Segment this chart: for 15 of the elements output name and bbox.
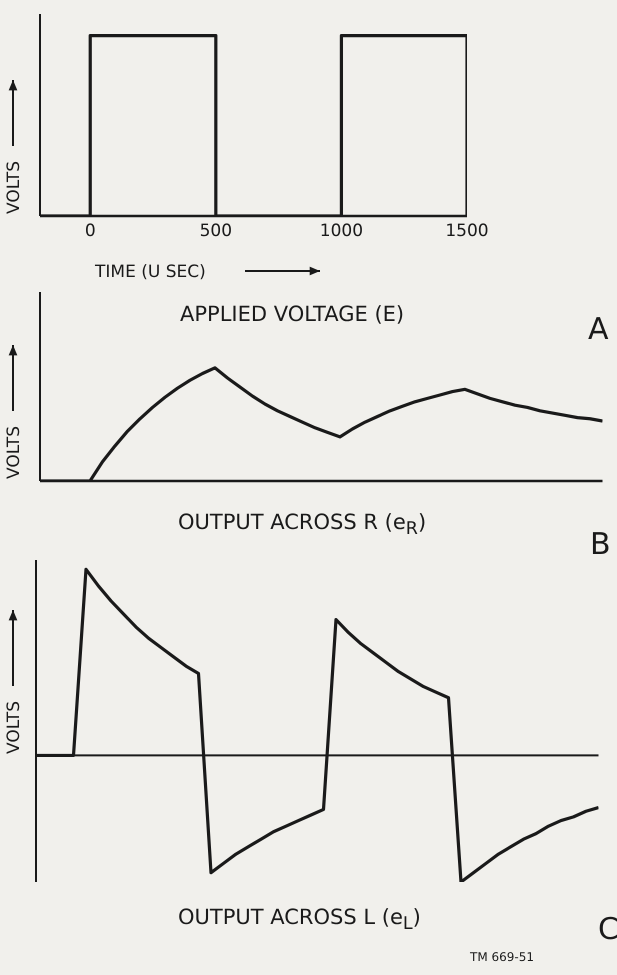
x-tick-label: 0 [84,221,96,242]
y-axis-title: VOLTS [4,700,24,754]
text: OUTPUT ACROSS L (e$_{L}$) [178,905,421,934]
x-axis-title: TIME (U SEC) [94,262,206,282]
y-axis-title: VOLTS [4,160,24,214]
text: B [590,527,611,562]
text: APPLIED VOLTAGE (E) [180,302,404,326]
x-tick-label: 500 [200,221,232,242]
x-tick-label: 1000 [320,221,364,242]
y-axis-title: VOLTS [4,426,24,479]
text: A [588,312,609,347]
text: C [598,912,617,947]
text: TM 669-51 [470,950,534,964]
text: OUTPUT ACROSS R (e$_{R}$) [178,510,426,540]
x-tick-label: 1500 [445,221,489,242]
